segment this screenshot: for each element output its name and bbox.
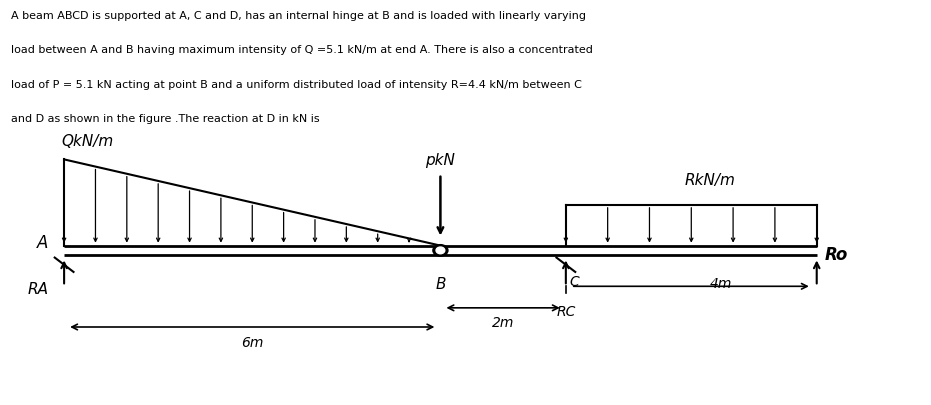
Text: C: C xyxy=(569,275,579,289)
Text: load of P = 5.1 kN acting at point B and a uniform distributed load of intensity: load of P = 5.1 kN acting at point B and… xyxy=(11,80,582,90)
Text: 6m: 6m xyxy=(241,336,263,350)
Text: pkN: pkN xyxy=(425,153,455,168)
Circle shape xyxy=(436,247,445,254)
Text: A: A xyxy=(37,234,48,252)
Text: RA: RA xyxy=(27,282,48,297)
Text: 4m: 4m xyxy=(710,277,733,291)
Text: load between A and B having maximum intensity of Q =5.1 kN/m at end A. There is : load between A and B having maximum inte… xyxy=(11,45,593,55)
Text: and D as shown in the figure .The reaction at D in kN is: and D as shown in the figure .The reacti… xyxy=(11,114,319,124)
Text: B: B xyxy=(435,277,446,292)
Text: QkN/m: QkN/m xyxy=(61,134,114,149)
Text: 2m: 2m xyxy=(492,316,514,330)
Circle shape xyxy=(433,245,448,256)
Text: Ro: Ro xyxy=(824,246,847,264)
Text: RkN/m: RkN/m xyxy=(684,173,735,188)
Text: RC: RC xyxy=(556,305,575,320)
Text: A beam ABCD is supported at A, C and D, has an internal hinge at B and is loaded: A beam ABCD is supported at A, C and D, … xyxy=(11,11,586,21)
